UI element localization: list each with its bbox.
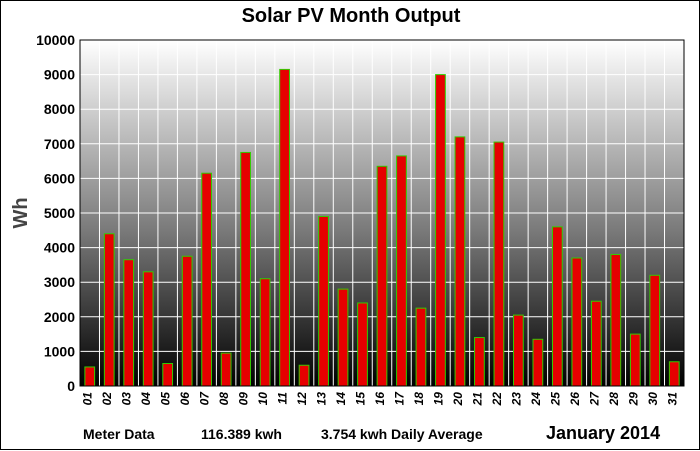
y-tick-label: 1000 bbox=[44, 343, 75, 359]
bar-29 bbox=[629, 333, 641, 387]
x-tick-label: 04 bbox=[139, 392, 153, 406]
bar-31 bbox=[668, 361, 680, 387]
bar-12 bbox=[298, 364, 310, 387]
period-label: January 2014 bbox=[546, 423, 661, 443]
x-tick-label: 21 bbox=[470, 392, 484, 407]
bar-28 bbox=[610, 254, 622, 387]
y-tick-label: 2000 bbox=[44, 309, 75, 325]
y-tick-label: 3000 bbox=[44, 274, 75, 290]
x-tick-label: 05 bbox=[159, 392, 173, 406]
bar-16 bbox=[376, 165, 388, 387]
bar-09 bbox=[240, 151, 251, 387]
x-tick-label: 20 bbox=[451, 392, 465, 407]
y-tick-label: 6000 bbox=[44, 170, 75, 186]
bar-21 bbox=[474, 337, 485, 387]
bars bbox=[84, 68, 680, 387]
bar-04 bbox=[142, 271, 154, 387]
y-tick-label: 4000 bbox=[44, 240, 75, 256]
bar-13 bbox=[318, 215, 329, 387]
x-tick-label: 13 bbox=[315, 392, 329, 406]
bar-14 bbox=[337, 288, 349, 387]
x-tick-label: 17 bbox=[392, 391, 406, 406]
y-axis-label: Wh bbox=[10, 197, 32, 228]
y-ticks: 0 1000 2000 3000 4000 5000 6000 7000 8000 9000 100… bbox=[36, 32, 75, 394]
x-tick-label: 31 bbox=[665, 392, 679, 406]
x-tick-label: 18 bbox=[412, 392, 426, 406]
x-tick-label: 03 bbox=[120, 392, 134, 406]
x-tick-label: 14 bbox=[334, 392, 348, 406]
x-tick-label: 24 bbox=[529, 392, 543, 407]
total-output: 116.389 kwh bbox=[201, 426, 282, 442]
bar-05 bbox=[162, 363, 174, 387]
x-tick-label: 12 bbox=[295, 392, 309, 406]
x-ticks: 01 02 03 04 05 06 07 08 09 10 11 12 13 14 15 16 17 18 19 20… bbox=[81, 391, 680, 407]
x-tick-label: 19 bbox=[431, 392, 445, 406]
x-tick-label: 07 bbox=[198, 391, 212, 406]
bar-20 bbox=[454, 136, 466, 387]
x-tick-label: 06 bbox=[178, 392, 192, 406]
daily-average: 3.754 kwh Daily Average bbox=[321, 426, 483, 442]
x-tick-label: 10 bbox=[256, 392, 270, 406]
bar-26 bbox=[571, 257, 583, 387]
bar-18 bbox=[415, 307, 427, 387]
x-tick-label: 29 bbox=[626, 392, 640, 407]
x-tick-label: 23 bbox=[509, 392, 523, 407]
bar-19 bbox=[435, 74, 446, 387]
bar-27 bbox=[590, 300, 602, 387]
bar-23 bbox=[513, 314, 524, 387]
x-tick-label: 30 bbox=[646, 392, 660, 406]
y-tick-label: 8000 bbox=[44, 101, 75, 117]
x-tick-label: 15 bbox=[354, 392, 368, 406]
plot-border bbox=[79, 39, 685, 387]
bar-07 bbox=[201, 172, 213, 387]
bar-17 bbox=[396, 155, 407, 387]
bar-10 bbox=[259, 278, 271, 387]
bar-01 bbox=[84, 366, 96, 387]
bar-08 bbox=[220, 352, 232, 387]
bar-11 bbox=[279, 68, 290, 387]
x-tick-label: 22 bbox=[490, 392, 504, 407]
y-tick-label: 0 bbox=[67, 378, 75, 394]
bar-03 bbox=[123, 259, 135, 387]
bar-15 bbox=[357, 302, 368, 387]
y-tick-label: 9000 bbox=[44, 67, 75, 83]
x-tick-label: 28 bbox=[607, 392, 621, 407]
x-tick-label: 08 bbox=[217, 392, 231, 406]
x-tick-label: 25 bbox=[548, 392, 562, 407]
meter-data-label: Meter Data bbox=[83, 426, 155, 442]
x-tick-label: 01 bbox=[81, 392, 95, 406]
bar-06 bbox=[181, 255, 193, 387]
x-tick-label: 16 bbox=[373, 392, 387, 406]
bar-30 bbox=[649, 274, 661, 387]
x-tick-label: 27 bbox=[587, 391, 601, 407]
x-tick-label: 09 bbox=[237, 392, 251, 406]
bar-02 bbox=[103, 233, 115, 387]
x-tick-label: 02 bbox=[100, 392, 114, 406]
y-tick-label: 5000 bbox=[44, 205, 75, 221]
y-tick-label: 7000 bbox=[44, 136, 75, 152]
bar-22 bbox=[493, 141, 505, 387]
x-tick-label: 26 bbox=[568, 392, 582, 407]
y-tick-label: 10000 bbox=[36, 32, 75, 48]
bar-24 bbox=[532, 338, 544, 387]
x-tick-label: 11 bbox=[276, 392, 290, 405]
chart-title: Solar PV Month Output bbox=[241, 5, 461, 27]
bar-25 bbox=[551, 226, 563, 387]
